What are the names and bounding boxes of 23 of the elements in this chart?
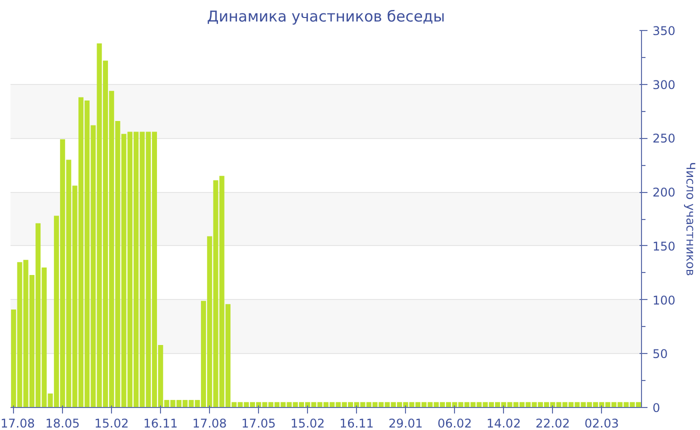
x-tick-label: 18.05 — [45, 416, 80, 430]
y-tick-label: 150 — [652, 239, 676, 254]
y-tick-label: 0 — [652, 401, 660, 415]
x-tick-label: 02.03 — [584, 416, 619, 430]
x-tick-label: 15.02 — [94, 416, 129, 430]
x-tick-label: 22.02 — [535, 416, 570, 430]
x-tick-label: 16.11 — [339, 416, 374, 430]
y-tick-label: 250 — [652, 132, 676, 146]
x-tick-label: 17.08 — [192, 416, 227, 430]
chart-title: Динамика участников беседы — [206, 8, 446, 26]
y-tick-label: 300 — [652, 78, 676, 92]
x-tick-label: 17.08 — [0, 416, 35, 430]
x-tick-label: 16.11 — [143, 416, 178, 430]
y-tick-label: 200 — [652, 186, 676, 200]
x-tick-label: 15.02 — [290, 416, 325, 430]
y-tick-label: 350 — [652, 24, 676, 38]
x-tick-label: 17.05 — [241, 416, 276, 430]
x-tick-label: 29.01 — [388, 416, 423, 430]
x-tick-label: 06.02 — [437, 416, 472, 430]
y-axis-title: Число участников — [683, 162, 698, 276]
y-tick-label: 50 — [652, 347, 668, 362]
y-tick-label: 100 — [652, 293, 676, 308]
x-tick-label: 14.02 — [486, 416, 521, 430]
